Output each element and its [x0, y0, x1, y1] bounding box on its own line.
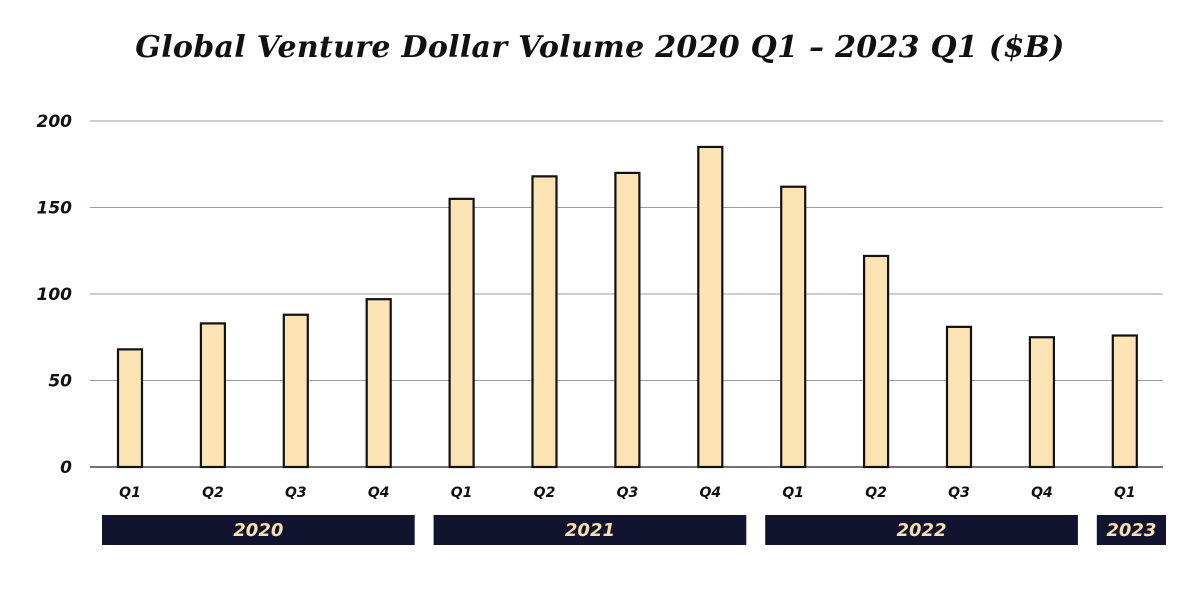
year-band	[102, 515, 415, 545]
bar	[448, 197, 475, 469]
bar	[365, 298, 392, 469]
x-tick-label: Q2	[534, 485, 556, 501]
x-tick-label: Q3	[617, 485, 639, 501]
bar	[282, 313, 309, 469]
bar	[531, 175, 558, 469]
x-tick-label: Q4	[368, 485, 390, 501]
x-tick-label: Q3	[948, 485, 970, 501]
year-band	[433, 515, 747, 545]
year-label: 2021	[565, 520, 615, 541]
bar	[697, 145, 724, 469]
y-tick-label: 200	[37, 112, 73, 132]
x-tick-label: Q4	[699, 485, 721, 501]
x-tick-label: Q2	[865, 485, 887, 501]
bar	[780, 185, 807, 469]
x-tick-label: Q1	[782, 485, 804, 501]
x-tick-label: Q3	[285, 485, 307, 501]
bar	[116, 348, 144, 469]
year-band	[1096, 515, 1166, 545]
x-tick-label: Q1	[451, 485, 473, 501]
year-label: 2020	[233, 520, 283, 541]
y-tick-label: 150	[37, 199, 73, 219]
bar	[862, 254, 890, 469]
y-tick-label: 0	[60, 458, 72, 478]
y-tick-label: 50	[48, 372, 72, 392]
x-tick-label: Q4	[1031, 485, 1053, 501]
x-tick-label: Q1	[119, 485, 141, 501]
year-band	[765, 515, 1078, 545]
x-tick-label: Q2	[202, 485, 224, 501]
bar	[1028, 336, 1056, 469]
year-label: 2022	[896, 520, 946, 541]
chart-title: Global Venture Dollar Volume 2020 Q1 – 2…	[135, 30, 1065, 65]
bar	[945, 325, 973, 469]
bar	[614, 171, 641, 469]
year-label: 2023	[1106, 520, 1156, 541]
y-tick-label: 100	[37, 285, 73, 305]
bar	[1111, 334, 1138, 469]
x-tick-label: Q1	[1114, 485, 1136, 501]
bar	[199, 322, 226, 469]
